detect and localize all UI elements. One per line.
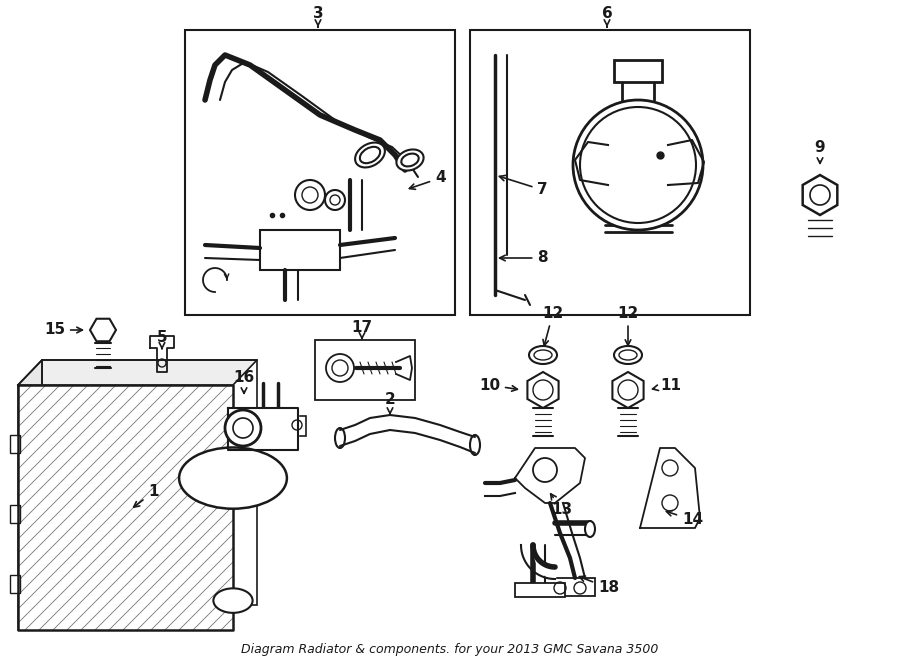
Polygon shape: [515, 448, 585, 503]
Bar: [260, 230, 340, 270]
Ellipse shape: [396, 149, 424, 171]
Text: 13: 13: [551, 494, 572, 518]
Text: 1: 1: [134, 485, 158, 507]
Ellipse shape: [356, 143, 385, 167]
Text: 12: 12: [617, 305, 639, 345]
Polygon shape: [18, 385, 233, 630]
Ellipse shape: [470, 435, 480, 455]
Text: 17: 17: [351, 321, 373, 338]
Polygon shape: [527, 372, 559, 408]
Bar: [545, 578, 595, 596]
Ellipse shape: [585, 521, 595, 537]
Text: 11: 11: [652, 377, 681, 393]
Circle shape: [325, 190, 345, 210]
Text: 14: 14: [666, 510, 703, 527]
Text: 6: 6: [601, 7, 612, 27]
Polygon shape: [640, 448, 700, 528]
Ellipse shape: [529, 346, 557, 364]
Ellipse shape: [614, 346, 642, 364]
Bar: [470, 30, 750, 315]
Ellipse shape: [335, 428, 345, 448]
Circle shape: [573, 100, 703, 230]
Ellipse shape: [213, 588, 253, 613]
Text: Diagram Radiator & components. for your 2013 GMC Savana 3500: Diagram Radiator & components. for your …: [241, 644, 659, 656]
Text: 5: 5: [157, 330, 167, 348]
Polygon shape: [18, 360, 257, 385]
Text: 4: 4: [410, 171, 446, 189]
Text: 7: 7: [500, 175, 548, 198]
Circle shape: [225, 410, 261, 446]
Bar: [42, 360, 257, 605]
Polygon shape: [803, 175, 837, 215]
Text: 18: 18: [580, 576, 619, 596]
Circle shape: [295, 180, 325, 210]
Polygon shape: [228, 408, 298, 450]
Bar: [10, 505, 20, 523]
Polygon shape: [612, 372, 643, 408]
Bar: [288, 416, 306, 436]
Bar: [10, 575, 20, 593]
Text: 12: 12: [543, 305, 563, 346]
Text: 9: 9: [814, 141, 825, 163]
Bar: [515, 583, 565, 597]
Text: 16: 16: [233, 371, 255, 393]
Bar: [185, 30, 455, 315]
Text: 3: 3: [312, 7, 323, 27]
Text: 15: 15: [44, 323, 83, 338]
Text: 8: 8: [500, 251, 548, 266]
Text: 2: 2: [384, 393, 395, 414]
Ellipse shape: [179, 447, 287, 509]
Circle shape: [326, 354, 354, 382]
Bar: [315, 340, 415, 400]
Bar: [614, 60, 662, 82]
Text: 10: 10: [479, 377, 518, 393]
Polygon shape: [90, 319, 116, 341]
Bar: [10, 435, 20, 453]
Polygon shape: [18, 360, 42, 630]
